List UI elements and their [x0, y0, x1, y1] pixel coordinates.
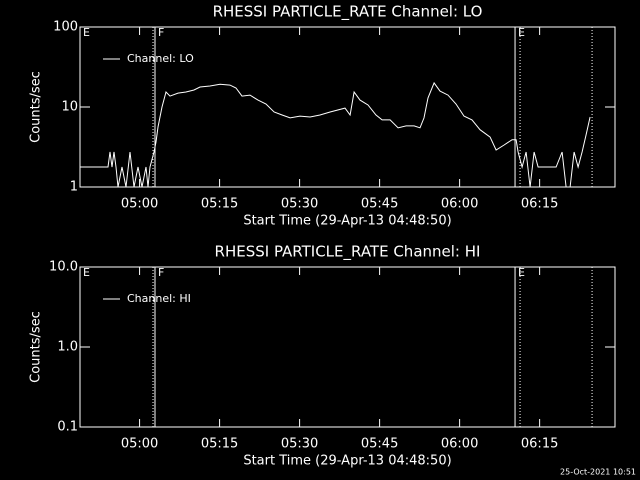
x-tick-label: 05:15 [201, 197, 238, 212]
x-tick-label: 05:00 [121, 197, 158, 212]
x-tick-label: 05:30 [281, 437, 318, 452]
event-label: F [158, 26, 164, 39]
y-tick-label: 1 [70, 180, 78, 195]
x-axis-label: Start Time (29-Apr-13 04:48:50) [243, 454, 451, 469]
x-tick-label: 05:15 [201, 437, 238, 452]
x-tick-label: 05:45 [361, 437, 398, 452]
data-line [80, 81, 591, 188]
y-tick-label: 10 [61, 100, 78, 115]
event-label: E [83, 266, 90, 279]
y-axis-label: Counts/sec [29, 71, 44, 143]
x-tick-label: 05:00 [121, 437, 158, 452]
x-tick-label: 05:45 [361, 197, 398, 212]
legend-label: Channel: LO [127, 52, 194, 65]
y-tick-label: 100 [53, 20, 78, 35]
chart-title: RHESSI PARTICLE_RATE Channel: HI [215, 243, 481, 262]
x-tick-label: 06:15 [521, 197, 558, 212]
legend-label: Channel: HI [127, 292, 191, 305]
y-axis-label: Counts/sec [29, 311, 44, 383]
x-axis-label: Start Time (29-Apr-13 04:48:50) [243, 214, 451, 229]
chart-title: RHESSI PARTICLE_RATE Channel: LO [213, 3, 483, 22]
event-label: F [158, 266, 164, 279]
event-label: E [518, 26, 525, 39]
event-label: E [518, 266, 525, 279]
x-tick-label: 06:15 [521, 437, 558, 452]
footer-timestamp: 25-Oct-2021 10:51 [560, 468, 636, 477]
plot-frame [79, 26, 616, 188]
y-tick-label: 1.0 [57, 340, 78, 355]
x-tick-label: 06:00 [441, 197, 478, 212]
y-tick-label: 0.1 [57, 420, 78, 435]
x-tick-label: 05:30 [281, 197, 318, 212]
plot-frame [79, 266, 616, 428]
x-tick-label: 06:00 [441, 437, 478, 452]
y-tick-label: 10.0 [49, 260, 78, 275]
event-label: E [83, 26, 90, 39]
